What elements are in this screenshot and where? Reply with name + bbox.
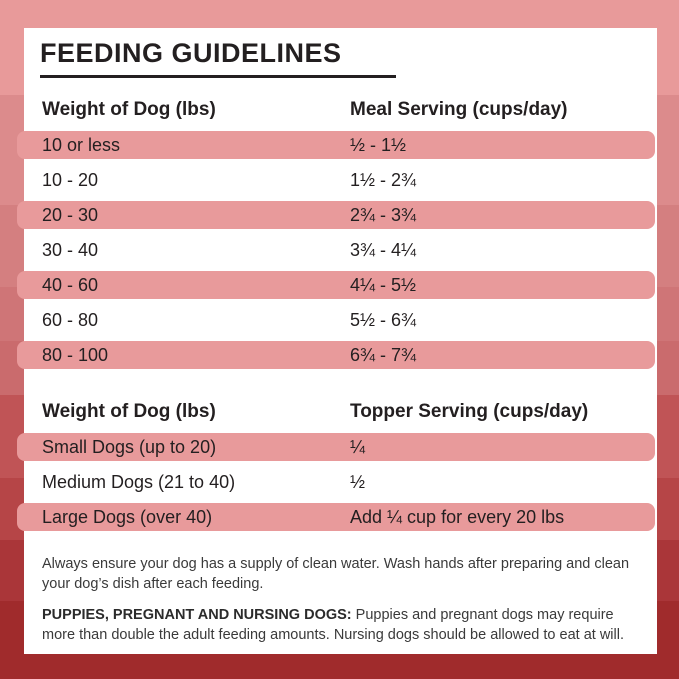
table-row: Medium Dogs (21 to 40) ½ [17, 468, 655, 496]
title-underline [40, 75, 396, 78]
serving-cell: 1½ - 2¾ [350, 169, 417, 190]
page-title: FEEDING GUIDELINES [40, 38, 342, 68]
table-row: 10 - 20 1½ - 2¾ [17, 166, 655, 194]
serving-cell: 6¾ - 7¾ [350, 344, 417, 365]
table-row: Small Dogs (up to 20) ¼ [17, 433, 655, 461]
weight-cell: Small Dogs (up to 20) [42, 436, 217, 457]
puppies-note-text: Puppies and pregnant dogs may require mo… [42, 607, 624, 643]
weight-cell: Medium Dogs (21 to 40) [42, 471, 236, 492]
table-row: 60 - 80 5½ - 6¾ [17, 306, 655, 334]
weight-cell: 30 - 40 [42, 239, 99, 260]
water-note: Always ensure your dog has a supply of c… [42, 556, 630, 592]
serving-cell: 4¼ - 5½ [350, 274, 417, 295]
table-row: 30 - 40 3¾ - 4¼ [17, 236, 655, 264]
table-row: 40 - 60 4¼ - 5½ [17, 271, 655, 299]
column-header-weight: Weight of Dog (lbs) [42, 401, 216, 422]
serving-cell: 5½ - 6¾ [350, 309, 417, 330]
weight-cell: 10 or less [42, 134, 121, 155]
serving-cell: 3¾ - 4¼ [350, 239, 417, 260]
table-row: 10 or less ½ - 1½ [17, 131, 655, 159]
table-row: 20 - 30 2¾ - 3¾ [17, 201, 655, 229]
meal-serving-table: Weight of Dog (lbs) Meal Serving (cups/d… [17, 96, 657, 369]
guidelines-card: FEEDING GUIDELINES Weight of Dog (lbs) M… [17, 28, 657, 654]
footnotes: Always ensure your dog has a supply of c… [42, 554, 642, 645]
meal-table-header: Weight of Dog (lbs) Meal Serving (cups/d… [42, 96, 657, 124]
topper-serving-table: Weight of Dog (lbs) Topper Serving (cups… [17, 398, 657, 531]
serving-cell: ½ [350, 471, 366, 492]
puppies-note-label: PUPPIES, PREGNANT AND NURSING DOGS: [42, 607, 352, 623]
weight-cell: 10 - 20 [42, 169, 99, 190]
weight-cell: 40 - 60 [42, 274, 99, 295]
serving-cell: Add ¼ cup for every 20 lbs [350, 506, 565, 527]
serving-cell: ½ - 1½ [350, 134, 407, 155]
table-row: 80 - 100 6¾ - 7¾ [17, 341, 655, 369]
puppies-note: PUPPIES, PREGNANT AND NURSING DOGS: Pupp… [42, 605, 642, 645]
weight-cell: 20 - 30 [42, 204, 99, 225]
column-header-weight: Weight of Dog (lbs) [42, 99, 216, 120]
weight-cell: 60 - 80 [42, 309, 99, 330]
serving-cell: ¼ [350, 436, 366, 457]
weight-cell: 80 - 100 [42, 344, 109, 365]
meal-table-rows: 10 or less ½ - 1½ 10 - 20 1½ - 2¾ 20 - 3… [17, 131, 657, 369]
column-header-topper-serving: Topper Serving (cups/day) [350, 401, 589, 422]
topper-table-rows: Small Dogs (up to 20) ¼ Medium Dogs (21 … [17, 433, 657, 531]
column-header-meal-serving: Meal Serving (cups/day) [350, 99, 568, 120]
table-row: Large Dogs (over 40) Add ¼ cup for every… [17, 503, 655, 531]
weight-cell: Large Dogs (over 40) [42, 506, 213, 527]
serving-cell: 2¾ - 3¾ [350, 204, 417, 225]
topper-table-header: Weight of Dog (lbs) Topper Serving (cups… [42, 398, 657, 426]
